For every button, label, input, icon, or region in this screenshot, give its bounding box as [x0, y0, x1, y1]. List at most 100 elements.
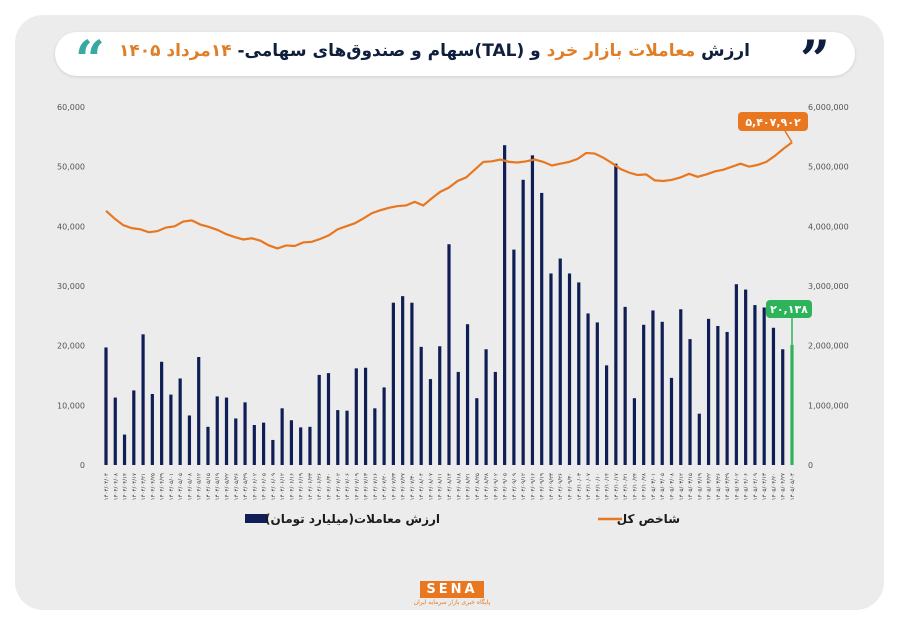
bar	[632, 398, 637, 465]
x-tick-label: ۱۴۰۴/۰۵/۰۱	[169, 473, 175, 500]
bar	[382, 387, 386, 465]
bar	[410, 302, 414, 465]
x-tick-label: ۱۴۰۴/۱۰/۰۷	[586, 473, 592, 500]
bar	[187, 415, 192, 465]
sena-logo: SENA پایگاه خبری بازار سرمایه ایران	[412, 578, 492, 606]
x-tick-label: ۱۴۰۴/۰۴/۱۴	[123, 473, 129, 500]
x-tick-label: ۱۴۰۴/۰۷/۰۹	[354, 473, 360, 500]
x-tick-label: ۱۴۰۴/۰۷/۲۰	[382, 473, 388, 500]
x-tick-label: ۱۴۰۴/۰۴/۰۸	[113, 473, 119, 500]
x-tick-label: ۱۴۰۴/۰۶/۰۲	[252, 473, 258, 500]
x-tick-label: ۱۴۰۴/۰۸/۲۱	[466, 473, 472, 500]
bar	[363, 367, 368, 465]
x-tick-label: ۱۴۰۴/۱۰/۱۴	[605, 473, 611, 500]
chart-title: ارزش معاملات بازار خرد و (TAL)سهام و صند…	[119, 41, 750, 61]
bar	[122, 434, 127, 465]
bar	[567, 273, 572, 465]
annotations: ۵,۴۰۷,۹۰۲ ۲۰,۱۳۸	[738, 112, 812, 345]
x-tick-label: ۱۴۰۴/۰۷/۱۳	[364, 473, 370, 500]
bar	[336, 410, 340, 465]
bar	[558, 258, 562, 465]
bar	[577, 282, 581, 465]
left-tick-label: 50,000	[57, 163, 85, 172]
x-tick-label: ۱۴۰۵/۰۳/۲۹	[725, 473, 731, 500]
bar	[234, 418, 238, 465]
x-tick-label: ۱۴۰۴/۰۹/۱۶	[530, 473, 536, 500]
x-tick-label: ۱۴۰۴/۰۵/۲۶	[234, 473, 240, 500]
x-tick-label: ۱۴۰۴/۰۷/۰۲	[336, 473, 342, 500]
x-tick-label: ۱۴۰۴/۰۸/۰۷	[428, 473, 434, 500]
bar	[419, 346, 423, 465]
bar	[725, 331, 729, 465]
bar	[604, 365, 609, 465]
x-tick-label: ۱۴۰۴/۰۶/۰۵	[262, 473, 268, 500]
bar	[206, 426, 210, 465]
x-tick-label: ۱۴۰۵/۰۳/۲۲	[707, 473, 713, 500]
x-tick-label: ۱۴۰۵/۰۴/۰۹	[753, 473, 759, 500]
value-callout-label: ۲۰,۱۳۸	[770, 303, 808, 316]
bar	[113, 397, 117, 465]
x-tick-label: ۱۴۰۵/۰۳/۱۵	[688, 473, 694, 500]
bar	[623, 306, 627, 465]
bar	[271, 439, 275, 465]
x-tick-label: ۱۴۰۴/۱۰/۱۷	[614, 473, 620, 500]
bar	[697, 413, 701, 465]
bar	[679, 309, 683, 465]
index-callout-pointer	[784, 130, 793, 143]
x-tick-label: ۱۴۰۴/۰۵/۰۵	[178, 473, 184, 500]
bar	[465, 324, 470, 465]
right-axis: 0 1,000,000 2,000,000 3,000,000 4,000,000 5,0…	[808, 103, 849, 470]
x-tick-label: ۱۴۰۴/۰۹/۰۹	[512, 473, 518, 500]
index-callout-box	[738, 112, 808, 131]
x-tick-label: ۱۴۰۴/۰۹/۱۲	[521, 473, 527, 500]
bar	[160, 361, 164, 465]
bar	[401, 296, 405, 465]
right-tick-label: 4,000,000	[808, 222, 849, 231]
bar	[716, 325, 720, 465]
x-tick-label: ۱۴۰۵/۰۴/۲۰	[771, 473, 777, 500]
bar	[150, 394, 154, 465]
x-tick-label: ۱۴۰۴/۰۴/۲۱	[141, 473, 147, 500]
title-date: ۱۴مرداد ۱۴۰۵	[119, 41, 232, 61]
left-tick-label: 20,000	[57, 342, 85, 351]
bar	[428, 379, 433, 465]
bar	[790, 344, 794, 465]
x-tick-label: ۱۴۰۴/۰۸/۱۱	[438, 473, 444, 500]
bar	[326, 373, 331, 465]
bar	[141, 334, 145, 465]
left-tick-label: 40,000	[57, 222, 85, 231]
left-tick-label: 30,000	[57, 282, 85, 291]
x-tick-label: ۱۴۰۴/۰۴/۱۷	[132, 473, 138, 500]
left-tick-label: 0	[80, 461, 85, 470]
bar	[762, 307, 766, 465]
x-tick-label: ۱۴۰۵/۰۴/۰۶	[744, 473, 750, 500]
bar	[781, 349, 785, 465]
bar	[614, 163, 618, 465]
x-tick-label: ۱۴۰۴/۰۵/۰۸	[187, 473, 193, 500]
quote-right-icon: ”	[800, 30, 830, 91]
bar	[642, 324, 646, 465]
x-tick-label: ۱۴۰۵/۰۴/۰۲	[734, 473, 740, 500]
x-tick-label: ۱۴۰۵/۰۳/۲۶	[716, 473, 722, 500]
bar	[586, 313, 590, 465]
bar	[197, 357, 201, 465]
x-tick-label: ۱۴۰۵/۰۳/۰۵	[660, 473, 666, 500]
logo-word: SENA	[420, 581, 484, 598]
bar	[178, 378, 182, 465]
bar	[169, 394, 173, 465]
x-tick-label: ۱۴۰۴/۰۶/۲۳	[308, 473, 314, 500]
x-tick-label: ۱۴۰۴/۰۷/۲۳	[391, 473, 397, 500]
bar	[438, 346, 442, 465]
x-tick-label: ۱۴۰۴/۰۵/۱۲	[197, 473, 203, 500]
index-callout-label: ۵,۴۰۷,۹۰۲	[745, 116, 801, 129]
right-tick-label: 0	[808, 461, 813, 470]
index-line	[105, 141, 793, 250]
bar	[317, 374, 321, 465]
x-tick-label: ۱۴۰۵/۰۵/۰۴	[790, 473, 796, 500]
right-tick-label: 1,000,000	[808, 401, 849, 410]
bar	[744, 289, 748, 465]
right-tick-label: 6,000,000	[808, 103, 849, 112]
title-suffix: و (TAL)سهام و صندوق‌های سهامی-	[237, 41, 541, 61]
x-axis-labels: ۱۴۰۴/۰۴/۰۴ ۱۴۰۴/۰۴/۰۸ ۱۴۰۴/۰۴/۱۴ ۱۴۰۴/۰۴/۱۷…	[104, 473, 796, 500]
